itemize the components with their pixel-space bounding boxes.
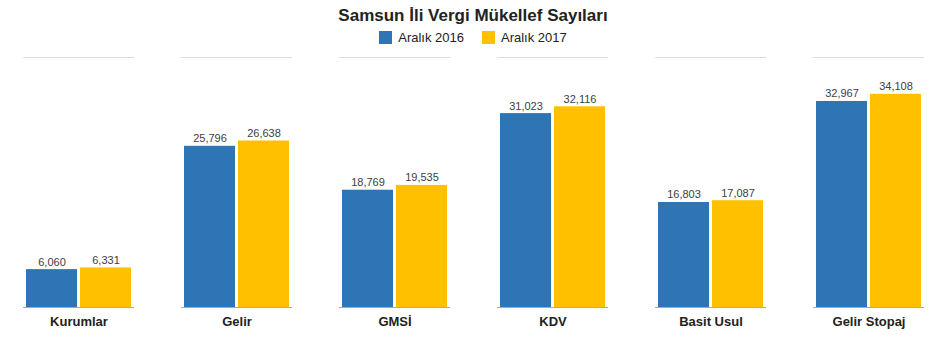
html-text:Aralık 2017: Aralık 2017	[501, 30, 567, 45]
svg-text:Kurumlar: Kurumlar	[50, 314, 108, 329]
svg-text:32,116: 32,116	[564, 93, 597, 105]
svg-text:GMSİ: GMSİ	[378, 314, 411, 329]
svg-text:KDV: KDV	[539, 314, 567, 329]
svg-text:25,796: 25,796	[193, 132, 227, 144]
html-text:Aralık 2016: Aralık 2016	[398, 30, 464, 45]
svg-text:26,638: 26,638	[247, 127, 281, 139]
svg-text:34,108: 34,108	[879, 80, 913, 92]
svg-text:Gelir Stopaj: Gelir Stopaj	[833, 314, 906, 329]
svg-text:31,023: 31,023	[509, 100, 543, 112]
svg-text:17,087: 17,087	[721, 187, 755, 199]
svg-text:6,331: 6,331	[92, 254, 120, 266]
svg-text:Gelir: Gelir	[222, 314, 252, 329]
svg-text:19,535: 19,535	[405, 171, 439, 183]
html-text:Samsun İli Vergi Mükellef Sayı: Samsun İli Vergi Mükellef Sayıları	[338, 6, 608, 25]
svg-text:6,060: 6,060	[38, 256, 66, 268]
svg-text:16,803: 16,803	[667, 188, 701, 200]
svg-text:Basit Usul: Basit Usul	[679, 314, 743, 329]
svg-text:32,967: 32,967	[825, 87, 859, 99]
svg-text:18,769: 18,769	[351, 176, 385, 188]
